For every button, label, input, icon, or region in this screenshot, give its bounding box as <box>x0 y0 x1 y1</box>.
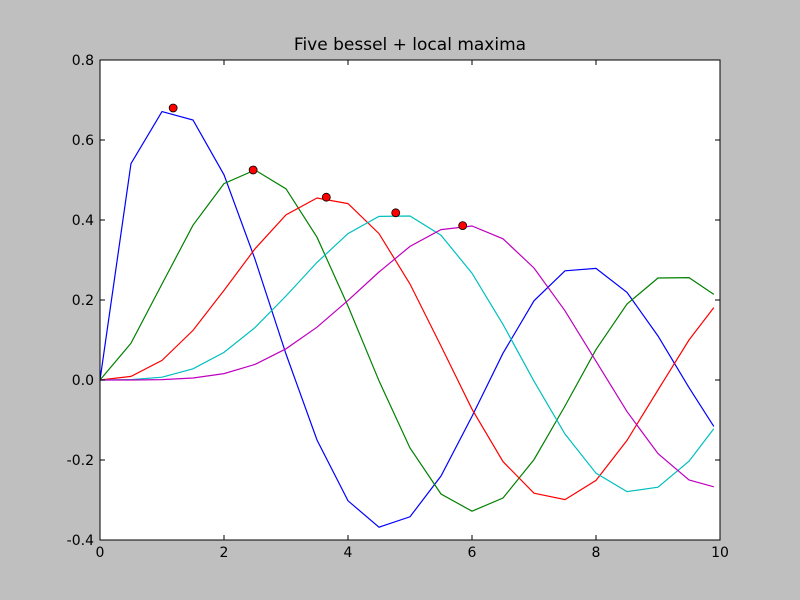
series-line <box>99 197 715 501</box>
x-tick-label: 6 <box>468 545 477 561</box>
y-tick-label: 0.0 <box>72 373 94 389</box>
maximum-marker <box>248 165 258 175</box>
series-line <box>99 110 715 528</box>
series-line <box>99 215 715 493</box>
maximum-marker <box>391 208 401 218</box>
series-line <box>100 225 714 488</box>
y-tick-label: 0.6 <box>72 133 94 149</box>
x-tick-label: 0 <box>96 545 105 561</box>
y-tick-label: -0.2 <box>67 453 94 469</box>
y-tick-label: 0.4 <box>72 213 94 229</box>
x-tick-label: 10 <box>711 545 729 561</box>
chart-title: Five bessel + local maxima <box>294 35 526 55</box>
y-tick-label: -0.4 <box>67 533 94 549</box>
series-line <box>99 169 715 512</box>
x-tick-label: 2 <box>220 545 229 561</box>
x-tick-label: 4 <box>344 545 353 561</box>
plot-background <box>100 60 720 540</box>
maximum-marker <box>168 103 178 113</box>
maximum-marker <box>458 221 468 231</box>
maximum-marker <box>321 192 331 202</box>
y-tick-label: 0.8 <box>72 53 94 69</box>
x-tick-label: 8 <box>592 545 601 561</box>
y-tick-label: 0.2 <box>72 293 94 309</box>
